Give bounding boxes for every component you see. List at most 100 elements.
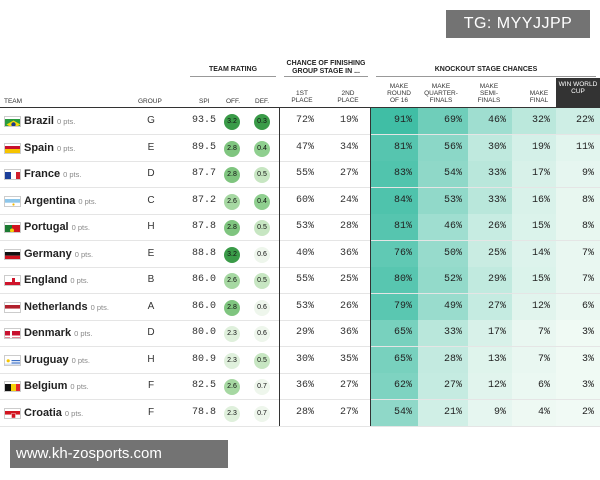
knockout-underline [376, 76, 596, 77]
team-def-rating: 0.5 [254, 273, 270, 289]
germany-flag-icon [4, 248, 21, 260]
team-points: 0 pts. [74, 329, 93, 338]
team-win-chance: 7% [556, 267, 600, 293]
team-def-rating: 0.6 [254, 246, 270, 263]
table-row: France 0 pts. D 87.7 2.8 0.5 55% 27% 83% 54% 33% 17… [0, 161, 600, 188]
team-points: 0 pts. [78, 196, 97, 206]
team-qf-chance: 27% [418, 373, 468, 399]
team-group: H [147, 221, 155, 232]
team-second-place: 28% [339, 221, 358, 232]
team-qf-chance: 56% [418, 134, 468, 161]
team-name: Denmark 0 pts. [24, 327, 93, 339]
watermark-bottom: www.kh-zosports.com [10, 440, 228, 468]
team-qf-chance: 49% [418, 293, 468, 320]
netherlands-flag-icon [4, 301, 21, 313]
team-r16-chance: 54% [370, 399, 418, 426]
team-def-rating: 0.6 [254, 326, 270, 342]
table-row: England 0 pts. B 86.0 2.6 0.5 55% 25% 80% 52% 29% 1… [0, 267, 600, 294]
team-def-rating: 0.7 [254, 405, 270, 422]
team-win-chance: 2% [556, 399, 600, 426]
team-spi: 80.9 [191, 353, 216, 365]
team-name: Brazil 0 pts. [24, 115, 76, 127]
team-name: Uruguay 0 pts. [24, 353, 90, 366]
team-r16-chance: 91% [370, 108, 418, 134]
team-spi: 86.0 [191, 274, 216, 285]
team-final-chance: 19% [512, 134, 556, 161]
team-first-place: 55% [295, 274, 314, 285]
team-second-place: 27% [339, 406, 358, 418]
uruguay-flag-icon [4, 354, 21, 366]
team-win-chance: 3% [556, 346, 600, 373]
team-points: 0 pts. [71, 355, 90, 365]
team-spi: 80.0 [191, 327, 216, 338]
team-second-place: 26% [339, 300, 358, 312]
team-qf-chance: 50% [418, 240, 468, 267]
team-qf-chance: 53% [418, 187, 468, 214]
team-name: Germany 0 pts. [24, 247, 94, 260]
team-rating-header: TEAM RATING [208, 66, 258, 73]
knockout-header: KNOCKOUT STAGE CHANCES [434, 66, 538, 73]
team-points: 0 pts. [63, 170, 82, 179]
col-second-place: 2ND PLACE [337, 90, 359, 104]
team-group: H [147, 353, 155, 365]
argentina-flag-icon [4, 195, 21, 207]
team-off-rating: 2.3 [224, 326, 240, 342]
team-r16-chance: 79% [370, 293, 418, 320]
team-off-rating: 2.6 [224, 193, 240, 210]
table-row: Brazil 0 pts. G 93.5 3.2 0.3 72% 19% 91% 69% 46% 32… [0, 108, 600, 135]
team-final-chance: 15% [512, 214, 556, 240]
team-group: D [147, 327, 155, 338]
team-second-place: 25% [339, 274, 358, 285]
col-first-place: 1ST PLACE [291, 90, 313, 104]
team-first-place: 55% [295, 168, 314, 179]
team-name: England 0 pts. [24, 274, 89, 286]
team-r16-chance: 84% [370, 187, 418, 214]
team-name: Belgium 0 pts. [24, 380, 89, 392]
team-final-chance: 7% [512, 320, 556, 346]
table-row: Belgium 0 pts. F 82.5 2.6 0.7 36% 27% 62% 27% 12% 6… [0, 373, 600, 400]
team-second-place: 27% [339, 168, 358, 179]
team-first-place: 30% [295, 353, 314, 365]
team-win-chance: 11% [556, 134, 600, 161]
team-sf-chance: 12% [468, 373, 512, 399]
team-off-rating: 2.3 [224, 405, 240, 422]
team-qf-chance: 33% [418, 320, 468, 346]
team-off-rating: 2.6 [224, 379, 240, 395]
col-win-world-cup: WIN WORLD CUP [558, 81, 598, 95]
team-def-rating: 0.5 [254, 352, 270, 369]
team-qf-chance: 46% [418, 214, 468, 240]
col-spi: SPI [199, 98, 210, 105]
col-final: MAKE FINAL [529, 90, 549, 104]
table-top-rule [0, 107, 600, 108]
team-points: 0 pts. [56, 117, 76, 126]
team-r16-chance: 80% [370, 267, 418, 293]
england-flag-icon [4, 275, 21, 286]
table-row: Denmark 0 pts. D 80.0 2.3 0.6 29% 36% 65% 33% 17% 7… [0, 320, 600, 347]
team-points: 0 pts. [90, 302, 109, 312]
team-qf-chance: 28% [418, 346, 468, 373]
team-name: Spain 0 pts. [24, 141, 76, 154]
team-points: 0 pts. [74, 249, 94, 259]
team-points: 0 pts. [70, 382, 89, 391]
team-sf-chance: 33% [468, 161, 512, 187]
table-row: Netherlands 0 pts. A 86.0 2.8 0.6 53% 26% 79% 49%… [0, 293, 600, 321]
team-qf-chance: 69% [418, 108, 468, 134]
team-def-rating: 0.7 [254, 379, 270, 395]
team-r16-chance: 76% [370, 240, 418, 267]
team-group: G [147, 115, 155, 126]
team-sf-chance: 27% [468, 293, 512, 320]
team-win-chance: 9% [556, 161, 600, 187]
team-first-place: 40% [295, 247, 314, 259]
team-group: F [147, 380, 155, 391]
sep-knockout [370, 108, 371, 426]
team-off-rating: 3.2 [224, 246, 240, 263]
table-row: Spain 0 pts. E 89.5 2.8 0.4 47% 34% 81% 56% 30% 19%… [0, 134, 600, 162]
team-rating-underline [190, 76, 276, 77]
team-r16-chance: 83% [370, 161, 418, 187]
table-row: Germany 0 pts. E 88.8 3.2 0.6 40% 36% 76% 50% 25% 1… [0, 240, 600, 268]
team-first-place: 60% [295, 194, 314, 206]
watermark-top: TG: MYYJJPP [446, 10, 590, 38]
team-spi: 93.5 [191, 115, 216, 126]
team-win-chance: 3% [556, 320, 600, 346]
team-sf-chance: 13% [468, 346, 512, 373]
